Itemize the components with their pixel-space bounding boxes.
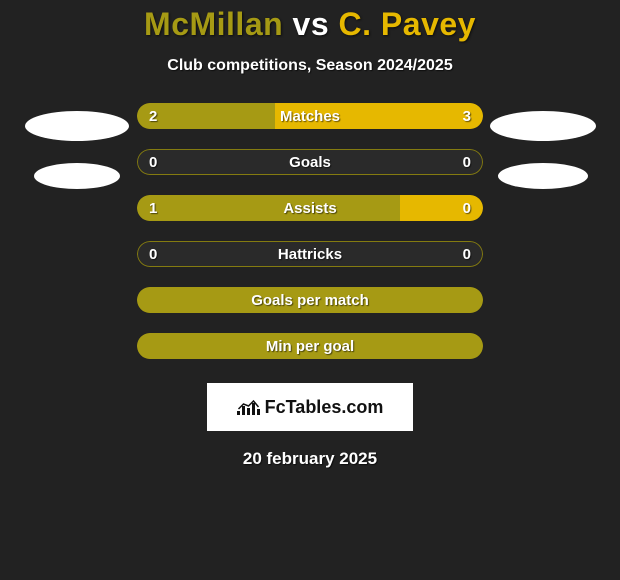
stat-bar-hattricks: Hattricks00 — [137, 241, 483, 267]
logo-text: FcTables.com — [265, 397, 384, 418]
stat-bar-goals: Goals00 — [137, 149, 483, 175]
bar-right-fill — [400, 195, 483, 221]
page-title: McMillan vs C. Pavey — [144, 6, 476, 43]
chart-bars-icon — [237, 399, 260, 415]
left-badge-1 — [34, 163, 120, 189]
logo-icon-bar — [252, 403, 255, 415]
stat-bars-column: Matches23 Goals00 Assists10 Hattricks00 Goal… — [137, 103, 483, 379]
bar-fill — [137, 333, 483, 359]
right-badges-column — [483, 103, 603, 211]
player2-name: C. Pavey — [339, 6, 476, 42]
bar-right-fill — [275, 103, 483, 129]
player1-name: McMillan — [144, 6, 283, 42]
comparison-infographic: McMillan vs C. Pavey Club competitions, … — [0, 0, 620, 469]
left-badges-column — [17, 103, 137, 211]
bar-left-fill — [137, 103, 275, 129]
stats-area: Matches23 Goals00 Assists10 Hattricks00 Goal… — [0, 103, 620, 379]
bar-background — [137, 241, 483, 267]
bar-fill — [137, 287, 483, 313]
logo-box: FcTables.com — [207, 383, 413, 431]
bar-left-fill — [137, 195, 400, 221]
bar-background — [137, 149, 483, 175]
stat-bar-assists: Assists10 — [137, 195, 483, 221]
stat-bar-goals-per-match: Goals per match — [137, 287, 483, 313]
logo-icon-bar — [257, 409, 260, 415]
logo-icon-bar — [247, 408, 250, 415]
subtitle: Club competitions, Season 2024/2025 — [167, 57, 452, 75]
right-badge-1 — [498, 163, 588, 189]
left-badge-0 — [25, 111, 129, 141]
logo-inner: FcTables.com — [237, 397, 384, 418]
title-vs: vs — [293, 6, 330, 42]
stat-bar-matches: Matches23 — [137, 103, 483, 129]
stat-bar-min-per-goal: Min per goal — [137, 333, 483, 359]
logo-icon-bar — [242, 406, 245, 415]
right-badge-0 — [490, 111, 596, 141]
logo-icon-bar — [237, 411, 240, 415]
date-label: 20 february 2025 — [243, 449, 377, 469]
